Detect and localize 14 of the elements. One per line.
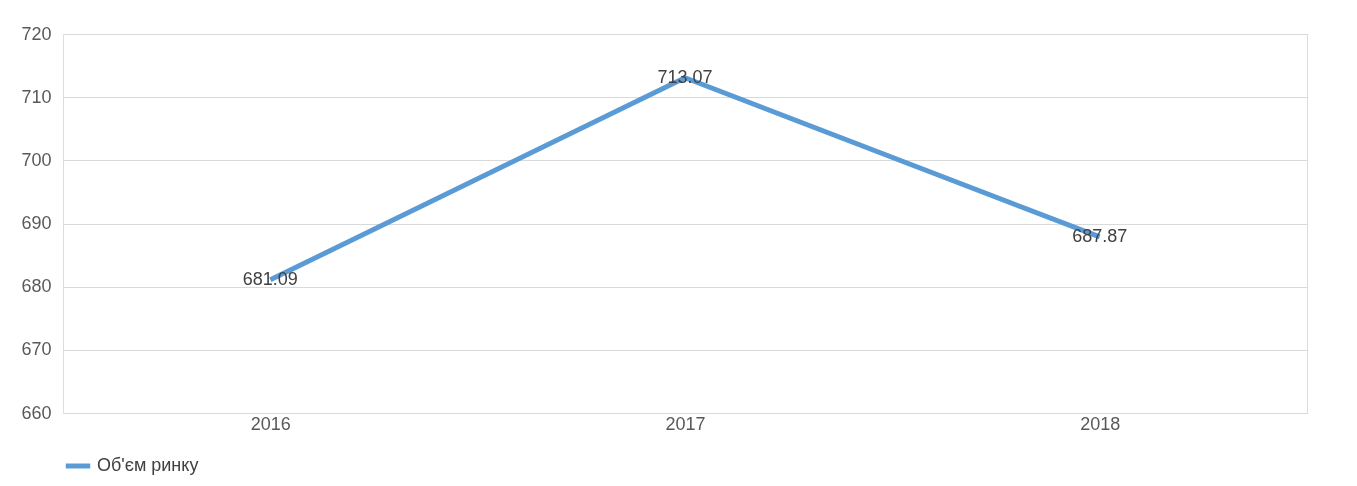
- data-label: 713.07: [657, 66, 713, 87]
- y-tick-label: 690: [21, 213, 52, 233]
- y-tick-label: 710: [21, 86, 52, 107]
- y-tick-label: 700: [21, 149, 52, 170]
- y-tick-label: 670: [21, 339, 52, 360]
- legend-label: Об'єм ринку: [97, 455, 199, 475]
- x-tick-label: 2016: [250, 413, 291, 434]
- y-tick-label: 660: [21, 402, 52, 423]
- y-tick-label: 680: [21, 276, 52, 297]
- x-tick-label: 2017: [665, 413, 706, 434]
- x-tick-label: 2018: [1080, 413, 1121, 434]
- data-label: 681.09: [242, 268, 298, 289]
- y-tick-label: 720: [21, 23, 52, 44]
- data-label: 687.87: [1072, 225, 1128, 246]
